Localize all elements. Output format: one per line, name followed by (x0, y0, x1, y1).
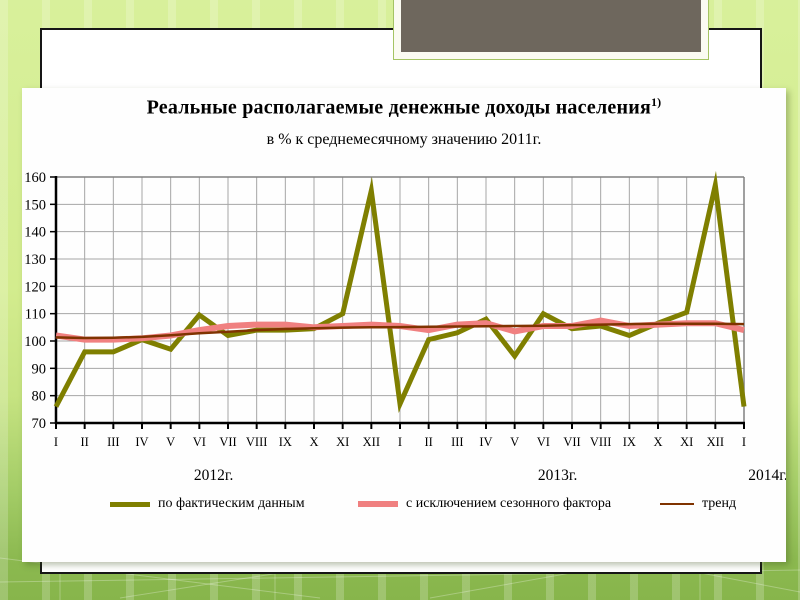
y-axis (50, 176, 58, 424)
svg-text:VI: VI (193, 435, 206, 449)
chart-title: Реальные располагаемые денежные доходы н… (22, 95, 786, 120)
x-axis-labels: I II III IV V VI VII VIII IX X XI XII I II III IV V VI VII… (54, 435, 746, 449)
svg-text:140: 140 (24, 225, 46, 241)
svg-text:IV: IV (479, 435, 492, 449)
year-labels: 2012г. 2013г. 2014г. (194, 467, 786, 484)
chart-subtitle: в % к среднемесячному значению 2011г. (266, 131, 542, 148)
svg-text:80: 80 (32, 389, 47, 405)
svg-text:II: II (81, 435, 89, 449)
svg-text:XII: XII (707, 435, 724, 449)
svg-text:2012г.: 2012г. (194, 467, 233, 484)
legend-swatch-seasonal (358, 501, 398, 507)
svg-text:XII: XII (363, 435, 380, 449)
svg-text:II: II (425, 435, 433, 449)
legend-entry-seasonal: с исключением сезонного фактора (358, 496, 611, 512)
svg-text:XI: XI (680, 435, 693, 449)
series-line-trend (55, 322, 745, 340)
svg-text:IX: IX (623, 435, 636, 449)
svg-text:I: I (742, 435, 746, 449)
chart-title-footnote-mark: 1) (650, 95, 662, 109)
legend-entry-trend: тренд (660, 496, 736, 512)
svg-text:100: 100 (24, 334, 46, 350)
chart-panel: Реальные располагаемые денежные доходы н… (22, 88, 786, 562)
svg-text:VIII: VIII (590, 435, 612, 449)
svg-text:X: X (653, 435, 662, 449)
svg-text:IV: IV (135, 435, 148, 449)
legend-swatch-fact (110, 501, 150, 507)
svg-text:90: 90 (32, 361, 47, 377)
svg-text:70: 70 (32, 416, 47, 432)
legend-entry-fact: по фактическим данным (110, 496, 305, 512)
svg-text:V: V (166, 435, 175, 449)
svg-text:130: 130 (24, 252, 46, 268)
chart-title-text: Реальные располагаемые денежные доходы н… (146, 96, 651, 119)
svg-text:X: X (309, 435, 318, 449)
svg-text:110: 110 (25, 307, 46, 323)
legend-label-fact: по фактическим данным (158, 496, 305, 511)
svg-text:120: 120 (24, 279, 46, 295)
svg-text:IX: IX (279, 435, 292, 449)
legend-swatch-trend (660, 502, 694, 506)
top-accent-box (393, 0, 709, 60)
svg-text:VI: VI (537, 435, 550, 449)
plot-frame (56, 176, 745, 423)
svg-text:XI: XI (336, 435, 349, 449)
svg-text:I: I (398, 435, 402, 449)
svg-text:III: III (107, 435, 120, 449)
x-axis (55, 421, 745, 429)
series-line-fact (53, 170, 747, 413)
svg-text:150: 150 (24, 197, 46, 213)
svg-text:VIII: VIII (246, 435, 268, 449)
svg-text:2014г.: 2014г. (748, 467, 786, 484)
svg-text:160: 160 (24, 170, 46, 186)
legend-label-seasonal: с исключением сезонного фактора (406, 496, 612, 511)
svg-text:VII: VII (219, 435, 236, 449)
svg-text:I: I (54, 435, 58, 449)
y-axis-labels: 70 80 90 100 110 120 130 140 150 160 (24, 170, 46, 432)
legend-label-trend: тренд (702, 496, 737, 511)
svg-text:III: III (451, 435, 464, 449)
svg-text:2013г.: 2013г. (538, 467, 577, 484)
top-accent-box-fill (401, 0, 701, 52)
svg-text:VII: VII (563, 435, 580, 449)
svg-text:V: V (510, 435, 519, 449)
